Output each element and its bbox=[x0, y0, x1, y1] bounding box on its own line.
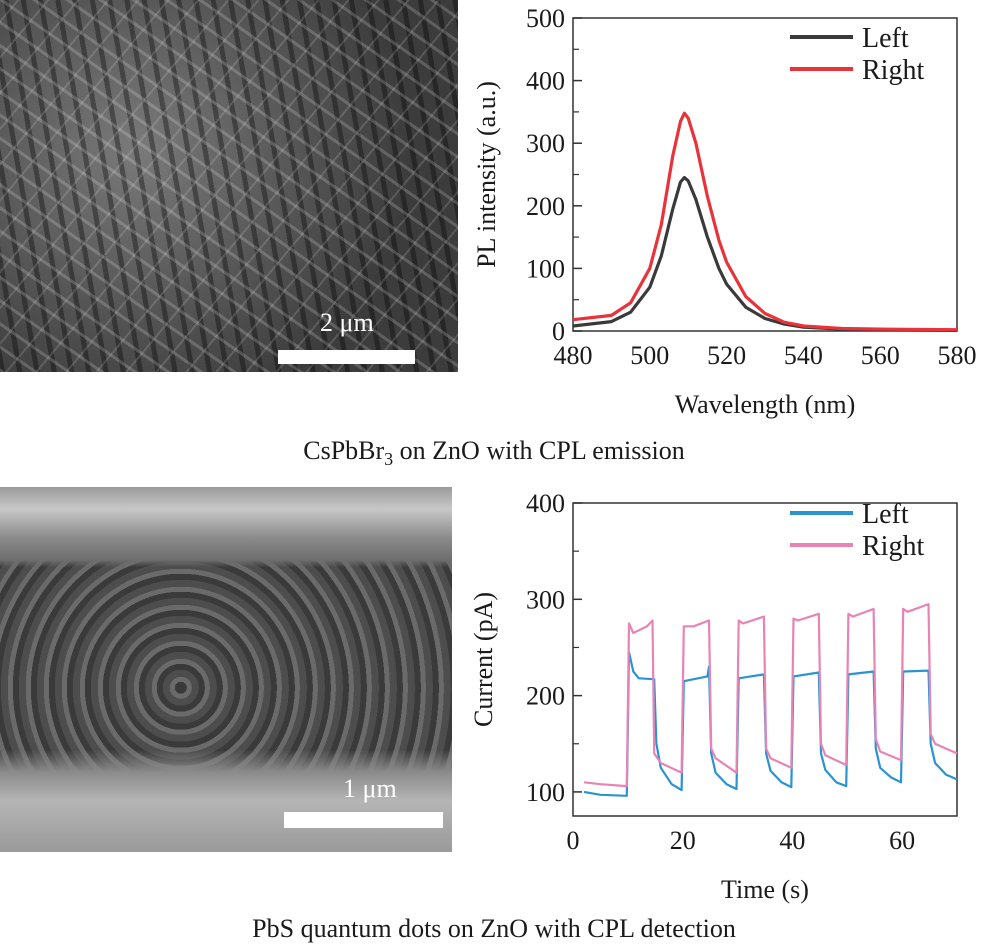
x-tick-label: 480 bbox=[554, 341, 593, 370]
x-tick-label: 60 bbox=[889, 826, 915, 855]
series-line-right bbox=[572, 111, 958, 332]
y-axis-label: PL intensity (a.u.) bbox=[472, 81, 501, 268]
plot-frame bbox=[572, 502, 958, 817]
caption-text: CsPbBr bbox=[303, 436, 385, 465]
legend-label-right: Right bbox=[862, 531, 924, 562]
x-axis-label: Wavelength (nm) bbox=[675, 390, 856, 419]
caption-text-rest: on ZnO with CPL emission bbox=[393, 436, 685, 465]
x-tick-label: 580 bbox=[938, 341, 977, 370]
scale-bar bbox=[284, 812, 443, 828]
scale-bar bbox=[278, 350, 415, 364]
y-tick-label: 200 bbox=[526, 192, 565, 221]
series-line-right bbox=[583, 603, 958, 788]
y-tick-label: 400 bbox=[526, 67, 565, 96]
x-tick-label: 560 bbox=[861, 341, 900, 370]
y-tick-label: 100 bbox=[526, 778, 565, 807]
x-tick-label: 40 bbox=[779, 826, 805, 855]
legend-label-left: Left bbox=[862, 23, 909, 54]
scale-bar-label: 1 μm bbox=[343, 774, 397, 803]
y-axis-label: Current (pA) bbox=[469, 592, 498, 727]
sem-image-cspbbr3: 2 μm bbox=[0, 0, 458, 372]
y-tick-label: 200 bbox=[526, 682, 565, 711]
scale-bar-label: 2 μm bbox=[320, 308, 374, 337]
x-tick-label: 0 bbox=[567, 826, 580, 855]
legend-label-left: Left bbox=[862, 499, 909, 530]
sem-image-pbs: 1 μm bbox=[0, 487, 452, 852]
y-tick-label: 300 bbox=[526, 129, 565, 158]
x-tick-label: 20 bbox=[670, 826, 696, 855]
y-tick-label: 300 bbox=[526, 585, 565, 614]
legend-label-right: Right bbox=[862, 55, 924, 86]
y-tick-label: 0 bbox=[552, 317, 565, 346]
x-tick-label: 540 bbox=[784, 341, 823, 370]
y-tick-label: 500 bbox=[526, 4, 565, 33]
series-line-left bbox=[583, 651, 958, 797]
caption-top: CsPbBr3 on ZnO with CPL emission bbox=[0, 436, 988, 470]
x-tick-label: 520 bbox=[707, 341, 746, 370]
y-tick-label: 400 bbox=[526, 489, 565, 518]
y-tick-label: 100 bbox=[526, 254, 565, 283]
x-tick-label: 500 bbox=[630, 341, 669, 370]
series-line-left bbox=[572, 176, 958, 332]
x-axis-label: Time (s) bbox=[721, 875, 809, 904]
caption-bottom: PbS quantum dots on ZnO with CPL detecti… bbox=[252, 914, 736, 943]
caption-subscript: 3 bbox=[384, 449, 394, 470]
